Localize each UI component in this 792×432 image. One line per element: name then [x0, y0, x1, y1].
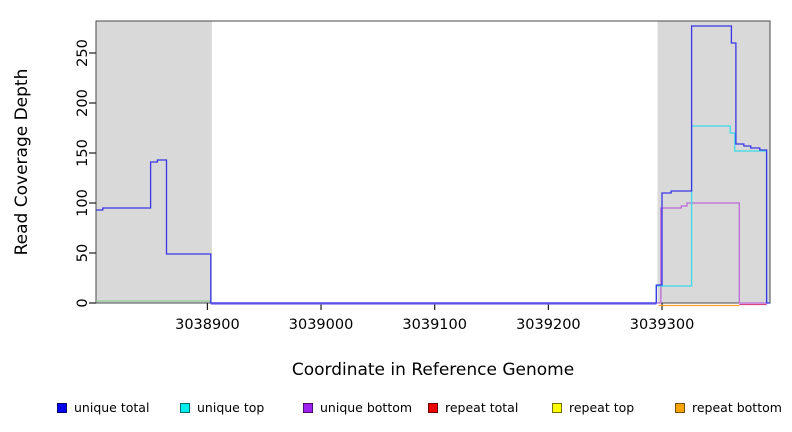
legend-label: repeat top	[569, 400, 635, 415]
series-unique-total	[96, 25, 770, 304]
legend-swatch-icon	[180, 402, 190, 413]
y-tick-label: 200	[75, 89, 91, 117]
x-axis-title: Coordinate in Reference Genome	[292, 360, 574, 380]
legend-item-repeat-top: repeat top	[552, 400, 634, 415]
legend-label: repeat bottom	[692, 400, 782, 415]
y-tick-label: 50	[75, 244, 91, 262]
legend: unique total unique top unique bottom repea…	[0, 398, 792, 422]
series-unique-top	[655, 125, 768, 303]
shaded-region	[657, 21, 770, 303]
x-tick-label: 3039100	[402, 317, 467, 333]
y-tick-label: 150	[75, 139, 91, 167]
legend-item-repeat-total: repeat total	[428, 400, 518, 415]
legend-label: unique bottom	[320, 400, 413, 415]
legend-swatch-icon	[675, 402, 685, 413]
x-tick-label: 3039000	[289, 317, 354, 333]
legend-label: unique top	[197, 400, 265, 415]
y-axis-title: Read Coverage Depth	[12, 69, 32, 256]
legend-swatch-icon	[57, 402, 67, 413]
y-tick-label: 250	[75, 39, 91, 67]
x-tick-label: 3039200	[516, 317, 581, 333]
legend-swatch-icon	[428, 402, 438, 413]
legend-swatch-icon	[303, 402, 313, 413]
y-tick-label: 0	[75, 298, 91, 307]
x-tick-label: 3039300	[630, 317, 695, 333]
legend-item-unique-bottom: unique bottom	[303, 400, 412, 415]
legend-item-unique-total: unique total	[57, 400, 149, 415]
legend-label: unique total	[74, 400, 150, 415]
y-tick-label: 100	[75, 189, 91, 217]
legend-item-unique-top: unique top	[180, 400, 264, 415]
legend-swatch-icon	[552, 402, 562, 413]
legend-item-repeat-bottom: repeat bottom	[675, 400, 782, 415]
legend-label: repeat total	[445, 400, 519, 415]
x-tick-label: 3038900	[175, 317, 240, 333]
series-unique-bottom	[210, 202, 768, 304]
